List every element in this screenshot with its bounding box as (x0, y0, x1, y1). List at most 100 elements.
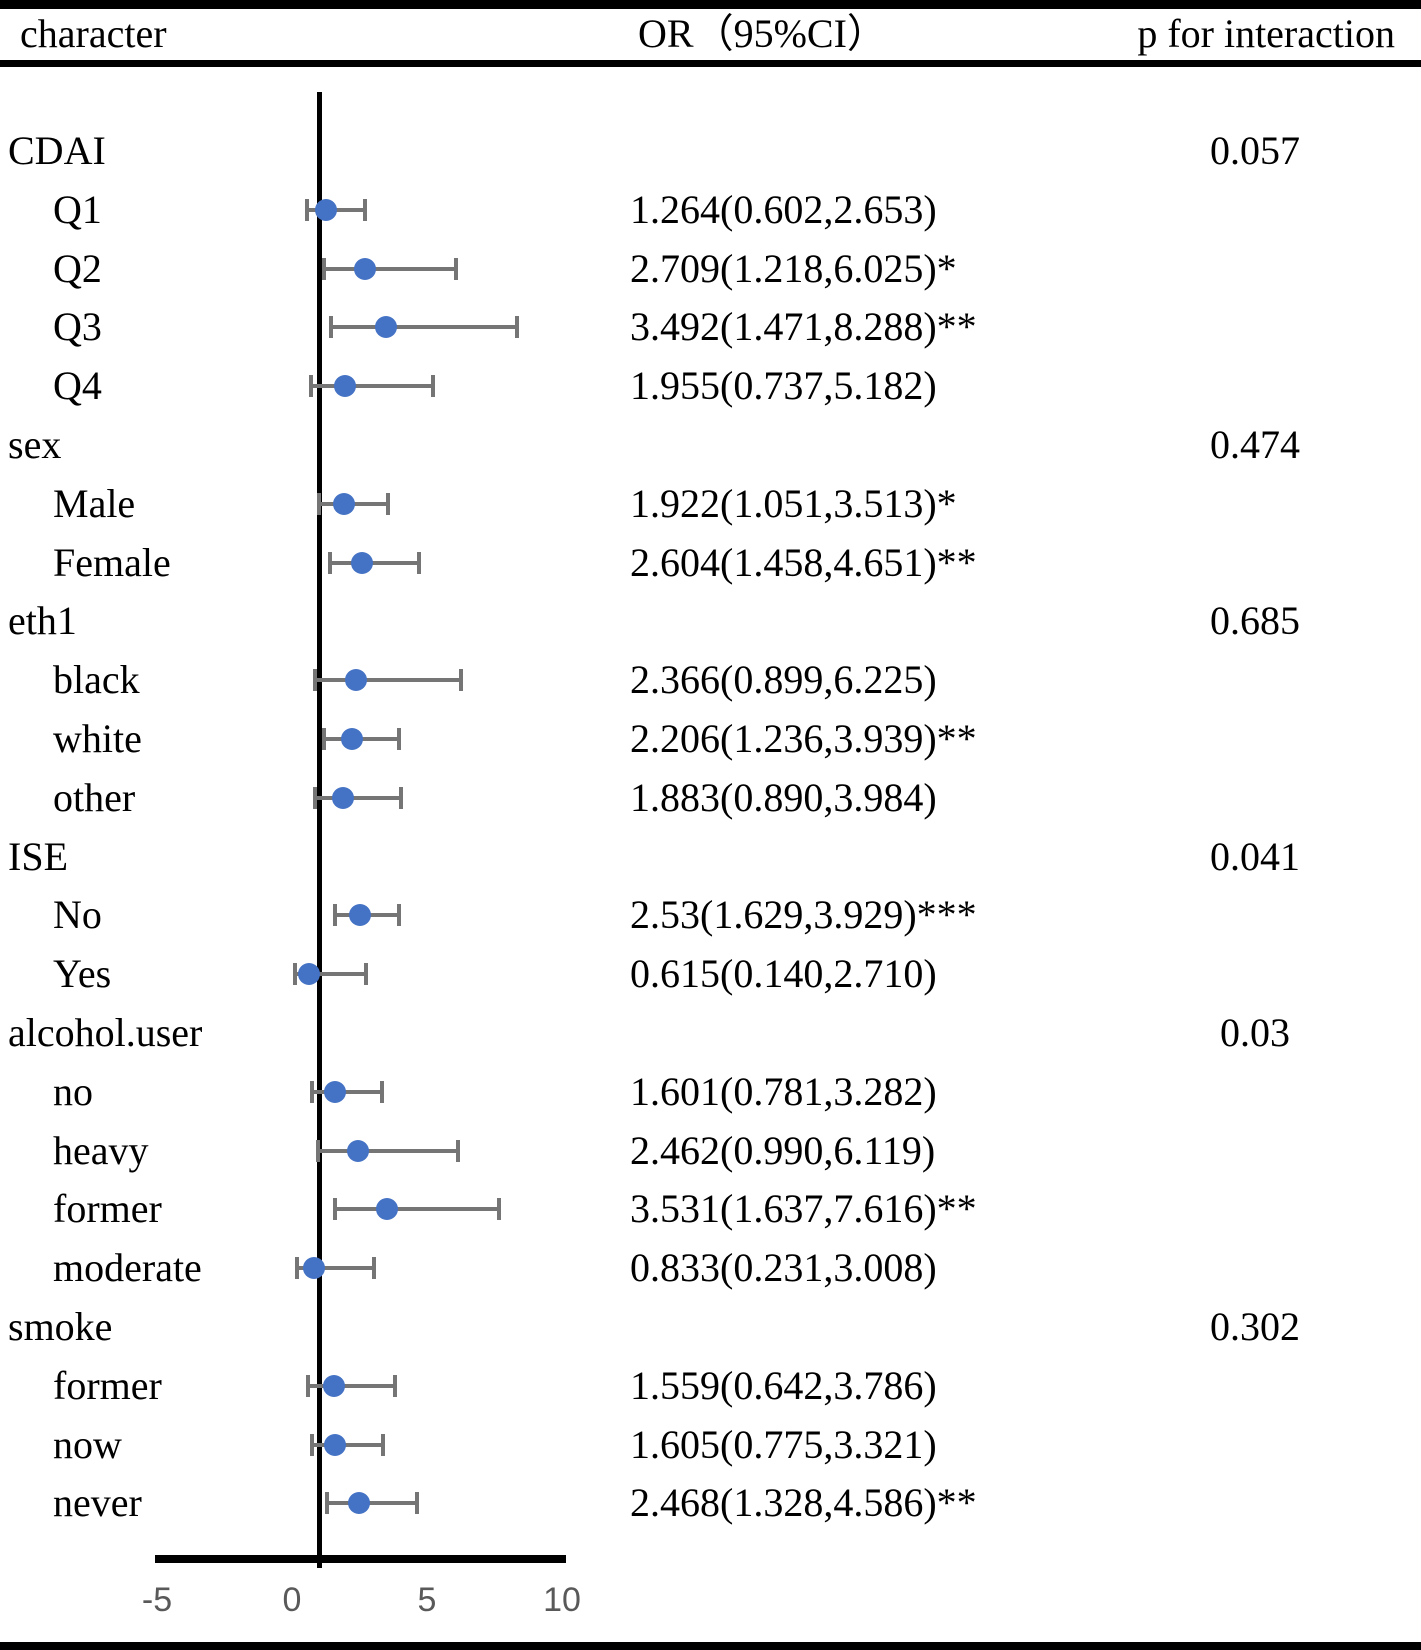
ci-cap-high (453, 257, 458, 280)
ci-cap-low (313, 786, 318, 809)
or-point-marker (351, 551, 374, 574)
subgroup-label: Q4 (53, 363, 102, 409)
ci-cap-low (332, 904, 337, 927)
ci-cap-low (308, 375, 313, 398)
ci-cap-high (514, 316, 519, 339)
ci-error-bar (324, 266, 455, 271)
ci-error-bar (318, 1148, 458, 1153)
subgroup-label: Q3 (53, 304, 102, 350)
ci-cap-low (322, 728, 327, 750)
ci-cap-low (309, 1433, 314, 1456)
column-header-character: character (20, 11, 167, 56)
bottom-border-line (0, 1642, 1421, 1650)
ci-error-bar (331, 325, 516, 330)
ci-cap-low (321, 257, 326, 280)
p-for-interaction-value: 0.474 (1210, 422, 1300, 467)
subgroup-label: former (53, 1362, 162, 1408)
group-label: CDAI (8, 128, 106, 173)
or-ci-text: 3.492(1.471,8.288)** (630, 304, 977, 350)
ci-cap-high (362, 198, 367, 221)
ci-error-bar (313, 1089, 381, 1094)
group-label: smoke (8, 1304, 113, 1349)
ci-cap-low (324, 1492, 329, 1515)
ci-cap-low (328, 551, 333, 574)
ci-cap-high (496, 1198, 501, 1221)
ci-error-bar (331, 560, 418, 565)
x-tick-label-0: 0 (282, 1581, 302, 1619)
subgroup-label: Female (53, 539, 171, 585)
or-ci-text: 1.883(0.890,3.984) (630, 774, 937, 820)
or-point-marker (376, 1198, 399, 1221)
or-point-marker (303, 1257, 326, 1280)
or-ci-text: 2.468(1.328,4.586)** (630, 1480, 977, 1526)
ci-cap-low (328, 316, 333, 339)
top-border-line (0, 0, 1421, 9)
ci-cap-high (456, 1139, 461, 1162)
x-tick-label-10: 10 (543, 1581, 581, 1619)
or-ci-text: 2.53(1.629,3.929)*** (630, 892, 977, 938)
ci-cap-low (313, 669, 318, 692)
ci-error-bar (295, 972, 366, 977)
or-ci-text: 2.206(1.236,3.939)** (630, 716, 977, 761)
ci-error-bar (336, 1207, 498, 1212)
ci-cap-high (380, 1433, 385, 1456)
ci-cap-low (295, 1257, 300, 1280)
ci-cap-high (385, 492, 390, 515)
ci-cap-low (305, 198, 310, 221)
p-for-interaction-value: 0.03 (1220, 1010, 1290, 1055)
or-ci-text: 1.601(0.781,3.282) (630, 1068, 937, 1114)
or-point-marker (332, 492, 355, 515)
or-point-marker (333, 375, 356, 398)
or-point-marker (347, 1139, 370, 1162)
subgroup-label: No (53, 892, 102, 938)
subgroup-label: black (53, 657, 140, 703)
subgroup-label: white (53, 716, 142, 761)
subgroup-label: former (53, 1186, 162, 1232)
x-tick-label--5: -5 (141, 1581, 173, 1619)
ci-cap-high (416, 551, 421, 574)
ci-cap-high (397, 728, 402, 750)
or-point-marker (324, 1433, 347, 1456)
or-ci-text: 1.264(0.602,2.653) (630, 186, 937, 232)
or-point-marker (340, 728, 363, 750)
ci-error-bar (316, 795, 400, 800)
group-label: sex (8, 422, 62, 467)
or-ci-text: 2.709(1.218,6.025)* (630, 245, 957, 291)
subgroup-label: heavy (53, 1127, 149, 1173)
column-header-p-interaction: p for interaction (1137, 11, 1395, 56)
or-ci-text: 1.955(0.737,5.182) (630, 363, 937, 409)
ci-cap-high (379, 1080, 384, 1103)
group-label: alcohol.user (8, 1010, 203, 1055)
p-for-interaction-value: 0.302 (1210, 1304, 1300, 1349)
ci-error-bar (327, 1501, 416, 1506)
or-ci-text: 0.615(0.140,2.710) (630, 951, 937, 997)
or-ci-text: 1.559(0.642,3.786) (630, 1362, 937, 1408)
or-point-marker (297, 963, 320, 986)
ci-cap-high (372, 1257, 377, 1280)
subgroup-label: Male (53, 480, 136, 526)
ci-cap-low (317, 492, 322, 515)
or-point-marker (375, 316, 398, 339)
ci-cap-low (333, 1198, 338, 1221)
or-ci-text: 0.833(0.231,3.008) (630, 1245, 937, 1291)
subgroup-label: now (53, 1421, 122, 1467)
subgroup-label: moderate (53, 1245, 202, 1291)
ci-cap-high (397, 904, 402, 927)
or-ci-text: 2.604(1.458,4.651)** (630, 539, 977, 585)
ci-error-bar (312, 1442, 382, 1447)
or-point-marker (347, 1492, 370, 1515)
or-point-marker (349, 904, 372, 927)
subgroup-label: Yes (53, 951, 112, 997)
ci-cap-high (430, 375, 435, 398)
ci-cap-low (315, 1139, 320, 1162)
subgroup-label: Q1 (53, 186, 102, 232)
ci-cap-high (398, 786, 403, 809)
or-point-marker (323, 1374, 346, 1397)
ci-cap-high (393, 1374, 398, 1397)
ci-error-bar (316, 678, 461, 683)
or-point-marker (324, 1080, 347, 1103)
or-point-marker (331, 786, 354, 809)
subgroup-label: no (53, 1068, 93, 1114)
or-ci-text: 2.462(0.990,6.119) (630, 1127, 936, 1173)
ci-cap-low (310, 1080, 315, 1103)
